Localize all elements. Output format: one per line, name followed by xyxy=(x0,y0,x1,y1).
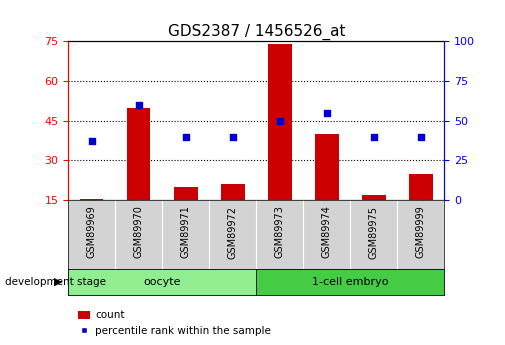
Bar xyxy=(127,108,150,200)
Bar xyxy=(409,174,433,200)
Text: ▶: ▶ xyxy=(54,277,62,287)
Point xyxy=(182,134,190,139)
Bar xyxy=(221,184,244,200)
Text: GSM89973: GSM89973 xyxy=(275,206,285,258)
Text: development stage: development stage xyxy=(5,277,106,287)
Point xyxy=(370,134,378,139)
Text: GSM89975: GSM89975 xyxy=(369,206,379,259)
Text: GSM89974: GSM89974 xyxy=(322,206,332,258)
Bar xyxy=(174,187,197,200)
Point xyxy=(417,134,425,139)
Text: GSM89972: GSM89972 xyxy=(228,206,238,259)
Text: 1-cell embryo: 1-cell embryo xyxy=(312,277,388,287)
Bar xyxy=(315,134,338,200)
Point xyxy=(276,118,284,124)
Title: GDS2387 / 1456526_at: GDS2387 / 1456526_at xyxy=(168,24,345,40)
Bar xyxy=(268,44,291,200)
Point xyxy=(135,102,143,108)
Bar xyxy=(80,199,104,200)
Text: GSM89969: GSM89969 xyxy=(87,206,96,258)
Text: GSM89971: GSM89971 xyxy=(181,206,191,258)
Text: oocyte: oocyte xyxy=(143,277,181,287)
Text: GSM89999: GSM89999 xyxy=(416,206,426,258)
Point xyxy=(229,134,237,139)
Text: GSM89970: GSM89970 xyxy=(134,206,144,258)
Point xyxy=(88,139,96,144)
Point xyxy=(323,110,331,116)
Legend: count, percentile rank within the sample: count, percentile rank within the sample xyxy=(73,306,275,340)
Bar xyxy=(362,195,386,200)
